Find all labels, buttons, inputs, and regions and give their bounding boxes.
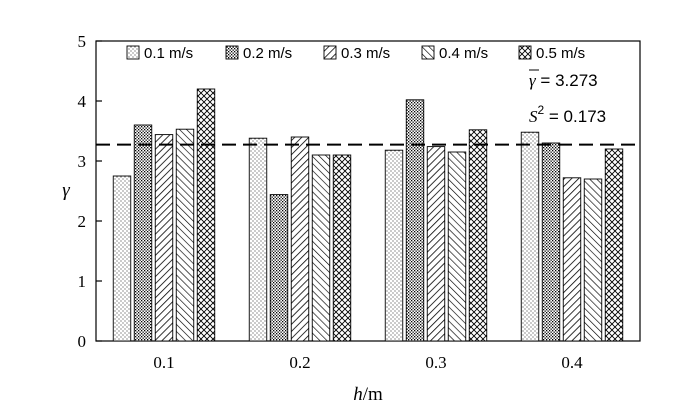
bar (583, 178, 603, 342)
bar (290, 136, 310, 342)
legend-swatch (421, 45, 435, 60)
bar (384, 149, 404, 342)
legend-label: 0.3 m/s (341, 45, 390, 62)
x-tick-label: 0.3 (425, 353, 446, 372)
bar (332, 154, 352, 342)
y-tick-label: 1 (78, 272, 87, 291)
bar (196, 88, 216, 342)
y-axis-title: γ (62, 180, 70, 201)
y-tick-label: 4 (78, 92, 87, 111)
mean-annotation: γ = 3.273 (529, 71, 598, 90)
y-tick-label: 3 (78, 152, 87, 171)
bar (133, 124, 153, 342)
legend-swatch (323, 45, 337, 60)
legend-swatch (126, 45, 140, 60)
legend-label: 0.5 m/s (536, 45, 585, 62)
bar (520, 131, 540, 342)
legend-swatch (518, 45, 532, 60)
x-axis: 0.1 0.2 0.3 0.4 (153, 335, 583, 372)
bar (562, 177, 582, 342)
variance-annotation: S2 = 0.173 (529, 103, 606, 126)
bar (405, 99, 425, 342)
legend-label: 0.1 m/s (144, 45, 193, 62)
bars (112, 88, 624, 342)
bar (604, 148, 624, 342)
bar (154, 134, 174, 342)
bar (175, 128, 195, 342)
legend-label: 0.4 m/s (439, 45, 488, 62)
bar (112, 175, 132, 342)
legend-label: 0.2 m/s (243, 45, 292, 62)
x-tick-label: 0.1 (153, 353, 174, 372)
legend: 0.1 m/s 0.2 m/s 0.3 m/s 0.4 m/s 0.5 m/s (126, 45, 585, 62)
y-tick-label: 2 (78, 212, 87, 231)
bar (311, 154, 331, 342)
bar (468, 129, 488, 342)
legend-swatch (225, 45, 239, 60)
x-tick-label: 0.4 (561, 353, 583, 372)
bar (248, 137, 268, 342)
plot-frame (95, 40, 641, 342)
bar (541, 142, 561, 342)
y-tick-label: 0 (78, 332, 87, 351)
y-axis: 0 1 2 3 4 5 (78, 32, 102, 351)
bar (426, 146, 446, 342)
bar (269, 194, 289, 342)
x-tick-label: 0.2 (289, 353, 310, 372)
bar (447, 151, 467, 342)
x-axis-title: h/m (353, 384, 383, 405)
y-tick-label: 5 (78, 32, 87, 51)
